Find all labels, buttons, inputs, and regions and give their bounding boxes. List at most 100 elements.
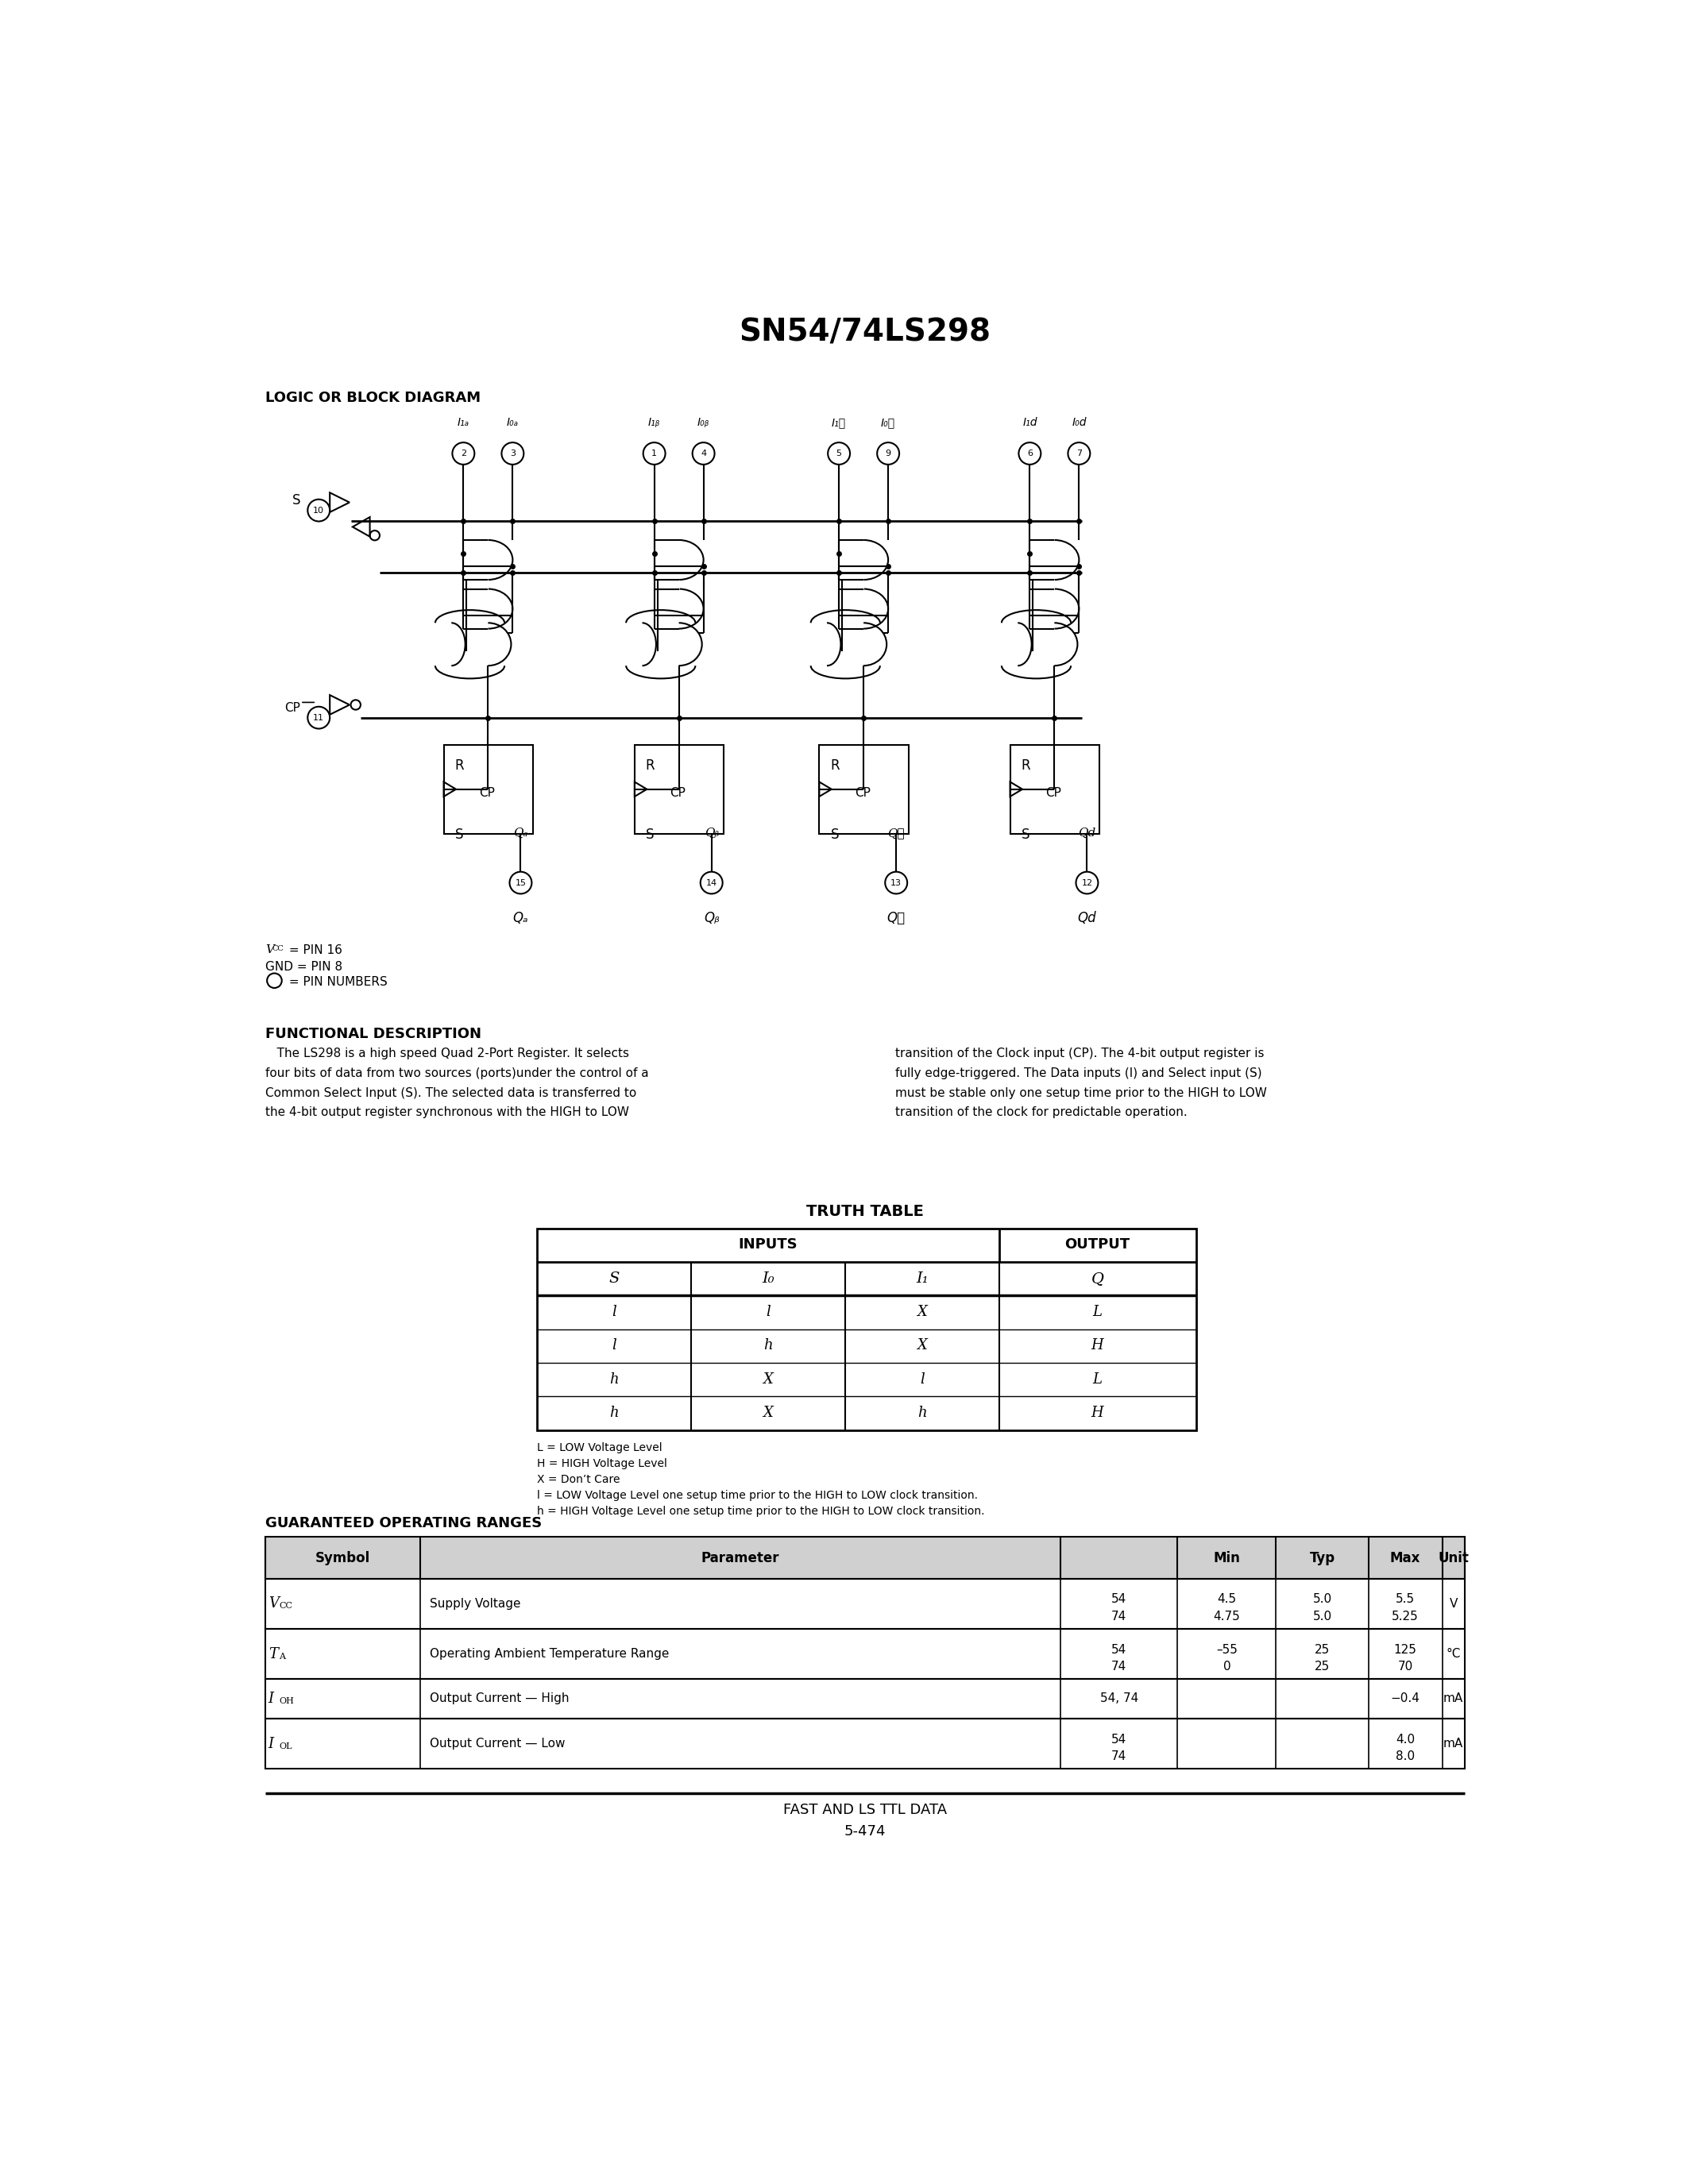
Text: I₁ᵦ: I₁ᵦ xyxy=(648,417,660,428)
Text: X: X xyxy=(763,1372,773,1387)
Text: 13: 13 xyxy=(891,878,901,887)
Text: 5-474: 5-474 xyxy=(844,1824,886,1839)
Text: S: S xyxy=(292,494,300,507)
Text: 2: 2 xyxy=(461,450,466,456)
Text: H = HIGH Voltage Level: H = HIGH Voltage Level xyxy=(537,1459,667,1470)
Text: l: l xyxy=(613,1339,616,1352)
Text: I₁: I₁ xyxy=(917,1271,928,1286)
Text: mA: mA xyxy=(1443,1738,1463,1749)
Text: S: S xyxy=(830,828,839,843)
Text: CP: CP xyxy=(670,786,685,799)
Text: 54, 74: 54, 74 xyxy=(1101,1693,1138,1704)
Text: Common Select Input (S). The selected data is transferred to: Common Select Input (S). The selected da… xyxy=(265,1088,636,1099)
Text: S: S xyxy=(647,828,655,843)
Text: l: l xyxy=(613,1304,616,1319)
Text: CP: CP xyxy=(1045,786,1062,799)
Text: I: I xyxy=(268,1690,273,1706)
Text: 3: 3 xyxy=(510,450,515,456)
Text: Qd: Qd xyxy=(1079,828,1096,839)
Text: R: R xyxy=(1021,758,1030,773)
Text: FUNCTIONAL DESCRIPTION: FUNCTIONAL DESCRIPTION xyxy=(265,1026,481,1042)
Text: 0: 0 xyxy=(1222,1660,1231,1673)
Text: 74: 74 xyxy=(1111,1752,1126,1762)
Text: Qₐ: Qₐ xyxy=(513,911,528,926)
Bar xyxy=(265,1679,1465,1719)
Text: 5.0: 5.0 xyxy=(1313,1610,1332,1623)
Bar xyxy=(635,745,724,834)
Text: Q꜀: Q꜀ xyxy=(888,828,905,839)
Bar xyxy=(444,745,533,834)
Text: 5.5: 5.5 xyxy=(1396,1594,1415,1605)
Text: l = LOW Voltage Level one setup time prior to the HIGH to LOW clock transition.: l = LOW Voltage Level one setup time pri… xyxy=(537,1489,977,1500)
Text: Output Current — High: Output Current — High xyxy=(429,1693,569,1704)
Text: Qᵦ: Qᵦ xyxy=(704,828,719,839)
Text: 54: 54 xyxy=(1111,1734,1126,1745)
Bar xyxy=(537,1227,1197,1431)
Text: Symbol: Symbol xyxy=(316,1551,370,1566)
Text: H: H xyxy=(1090,1339,1104,1352)
Text: °C: °C xyxy=(1447,1649,1460,1660)
Text: h = HIGH Voltage Level one setup time prior to the HIGH to LOW clock transition.: h = HIGH Voltage Level one setup time pr… xyxy=(537,1507,984,1518)
Text: The LS298 is a high speed Quad 2-Port Register. It selects: The LS298 is a high speed Quad 2-Port Re… xyxy=(265,1048,630,1059)
Text: h: h xyxy=(763,1339,773,1352)
Text: L: L xyxy=(1092,1372,1102,1387)
Text: S: S xyxy=(456,828,463,843)
Text: CC: CC xyxy=(272,946,284,952)
Text: h: h xyxy=(609,1406,619,1420)
Text: fully edge-triggered. The Data inputs (I) and Select input (S): fully edge-triggered. The Data inputs (I… xyxy=(896,1068,1263,1079)
Text: X: X xyxy=(763,1406,773,1420)
Text: Qₐ: Qₐ xyxy=(513,828,528,839)
Text: I₀: I₀ xyxy=(761,1271,775,1286)
Text: TRUTH TABLE: TRUTH TABLE xyxy=(807,1203,923,1219)
Bar xyxy=(1009,745,1099,834)
Text: 4.5: 4.5 xyxy=(1217,1594,1236,1605)
Text: OUTPUT: OUTPUT xyxy=(1065,1238,1131,1251)
Text: = PIN NUMBERS: = PIN NUMBERS xyxy=(285,976,387,987)
Text: 25: 25 xyxy=(1315,1660,1330,1673)
Text: A: A xyxy=(279,1653,285,1660)
Text: CP: CP xyxy=(854,786,871,799)
Text: X: X xyxy=(917,1339,927,1352)
Text: I₁d: I₁d xyxy=(1023,417,1036,428)
Text: –55: –55 xyxy=(1215,1645,1237,1655)
Text: Unit: Unit xyxy=(1438,1551,1469,1566)
Text: R: R xyxy=(454,758,464,773)
Text: 15: 15 xyxy=(515,878,527,887)
Bar xyxy=(265,1629,1465,1679)
Text: S: S xyxy=(609,1271,619,1286)
Text: CP: CP xyxy=(285,701,300,714)
Text: R: R xyxy=(645,758,655,773)
Text: h: h xyxy=(609,1372,619,1387)
Text: l: l xyxy=(766,1304,770,1319)
Text: V: V xyxy=(268,1597,279,1612)
Text: 5.0: 5.0 xyxy=(1313,1594,1332,1605)
Text: four bits of data from two sources (ports)under the control of a: four bits of data from two sources (port… xyxy=(265,1068,648,1079)
Text: transition of the Clock input (CP). The 4-bit output register is: transition of the Clock input (CP). The … xyxy=(896,1048,1264,1059)
Text: GND = PIN 8: GND = PIN 8 xyxy=(265,961,343,972)
Text: Supply Voltage: Supply Voltage xyxy=(429,1599,520,1610)
Text: Typ: Typ xyxy=(1310,1551,1335,1566)
Text: I: I xyxy=(268,1736,273,1752)
Text: I₀꜀: I₀꜀ xyxy=(881,417,895,428)
Text: Parameter: Parameter xyxy=(701,1551,780,1566)
Text: LOGIC OR BLOCK DIAGRAM: LOGIC OR BLOCK DIAGRAM xyxy=(265,391,481,404)
Text: CC: CC xyxy=(279,1603,292,1610)
Text: V: V xyxy=(1450,1599,1457,1610)
Text: L: L xyxy=(1092,1304,1102,1319)
Text: the 4-bit output register synchronous with the HIGH to LOW: the 4-bit output register synchronous wi… xyxy=(265,1107,630,1118)
Text: l: l xyxy=(920,1372,925,1387)
Text: = PIN 16: = PIN 16 xyxy=(285,943,343,957)
Text: OL: OL xyxy=(279,1743,292,1749)
Text: 9: 9 xyxy=(885,450,891,456)
Text: 11: 11 xyxy=(314,714,324,721)
Bar xyxy=(265,1538,1465,1579)
Bar xyxy=(265,1579,1465,1629)
Text: 5.25: 5.25 xyxy=(1393,1610,1418,1623)
Text: 4.75: 4.75 xyxy=(1214,1610,1241,1623)
Text: SN54/74LS298: SN54/74LS298 xyxy=(739,317,991,347)
Text: I₁꜀: I₁꜀ xyxy=(832,417,846,428)
Text: 125: 125 xyxy=(1394,1645,1416,1655)
Text: 14: 14 xyxy=(706,878,717,887)
Text: FAST AND LS TTL DATA: FAST AND LS TTL DATA xyxy=(783,1802,947,1817)
Text: Max: Max xyxy=(1391,1551,1421,1566)
